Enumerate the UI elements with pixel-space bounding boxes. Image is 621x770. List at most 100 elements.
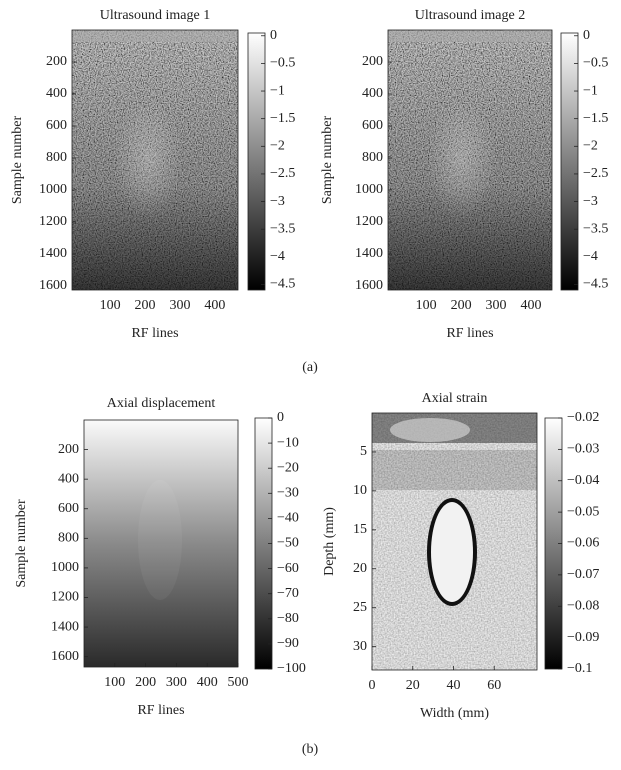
y-tick-label: 600 bbox=[46, 118, 67, 133]
y-tick-label: 400 bbox=[46, 86, 67, 101]
displacement-image bbox=[84, 420, 238, 667]
y-tick-label: 30 bbox=[353, 639, 367, 654]
colorbar-tick-label: 0 bbox=[277, 410, 284, 425]
y-tick-label: 10 bbox=[353, 483, 367, 498]
x-tick-label: 100 bbox=[104, 675, 125, 690]
x-tick-label: 300 bbox=[166, 675, 187, 690]
colorbar-tick-label: 0 bbox=[270, 28, 277, 43]
colorbar-tick-label: −100 bbox=[277, 661, 306, 676]
x-tick-label: 400 bbox=[204, 298, 225, 313]
colorbar-tick-label: −30 bbox=[277, 486, 299, 501]
axes-frame bbox=[71, 29, 239, 291]
axes-frame bbox=[83, 419, 239, 668]
y-tick-label: 400 bbox=[362, 86, 383, 101]
y-tick-label: 1200 bbox=[355, 214, 383, 229]
y-tick-label: 200 bbox=[46, 54, 67, 69]
colorbar-tick-label: −1 bbox=[270, 83, 285, 98]
y-axis-label: Sample number bbox=[320, 116, 335, 205]
x-tick-label: 100 bbox=[100, 298, 121, 313]
colorbar bbox=[560, 32, 579, 291]
colorbar-tick-label: −60 bbox=[277, 561, 299, 576]
y-tick-label: 15 bbox=[353, 522, 367, 537]
y-tick-label: 1000 bbox=[39, 182, 67, 197]
y-tick-label: 200 bbox=[362, 54, 383, 69]
colorbar-tick-label: −0.1 bbox=[567, 661, 592, 676]
colorbar-tick-label: −50 bbox=[277, 536, 299, 551]
panel-title: Axial displacement bbox=[107, 396, 216, 411]
colorbar-tick-label: −4.5 bbox=[583, 277, 608, 292]
y-tick-label: 600 bbox=[58, 501, 79, 516]
panel-title: Ultrasound image 2 bbox=[415, 8, 525, 23]
y-tick-label: 5 bbox=[360, 444, 367, 459]
y-tick-label: 1200 bbox=[39, 214, 67, 229]
x-tick-label: 400 bbox=[521, 298, 542, 313]
colorbar-tick-label: −0.07 bbox=[567, 567, 599, 582]
colorbar-tick-label: −2.5 bbox=[583, 166, 608, 181]
colorbar-tick-label: −4.5 bbox=[270, 277, 295, 292]
y-tick-label: 1600 bbox=[39, 278, 67, 293]
x-axis-label: RF lines bbox=[137, 703, 184, 718]
x-tick-label: 400 bbox=[197, 675, 218, 690]
colorbar-tick-label: −0.09 bbox=[567, 630, 599, 645]
colorbar-tick-label: −4 bbox=[270, 249, 285, 264]
colorbar-tick-label: −20 bbox=[277, 460, 299, 475]
x-tick-label: 20 bbox=[406, 678, 420, 693]
y-tick-label: 1600 bbox=[355, 278, 383, 293]
colorbar-tick-label: −0.08 bbox=[567, 598, 599, 613]
y-tick-label: 1000 bbox=[355, 182, 383, 197]
colorbar-tick-label: −0.06 bbox=[567, 536, 599, 551]
y-tick-label: 1400 bbox=[51, 619, 79, 634]
y-tick-label: 1400 bbox=[39, 246, 67, 261]
panel-label: (b) bbox=[302, 742, 319, 757]
colorbar-tick-label: −0.02 bbox=[567, 410, 599, 425]
colorbar-tick-label: −2.5 bbox=[270, 166, 295, 181]
panel-label: (a) bbox=[302, 360, 318, 375]
y-tick-label: 25 bbox=[353, 600, 367, 615]
panel-title: Axial strain bbox=[422, 391, 488, 406]
y-tick-label: 1200 bbox=[51, 590, 79, 605]
y-axis-label: Sample number bbox=[10, 116, 25, 205]
colorbar-tick-label: −0.5 bbox=[270, 56, 295, 71]
y-tick-label: 20 bbox=[353, 561, 367, 576]
y-axis-label: Sample number bbox=[14, 499, 29, 588]
x-tick-label: 500 bbox=[228, 675, 249, 690]
colorbar-tick-label: −70 bbox=[277, 586, 299, 601]
colorbar-tick-label: −90 bbox=[277, 636, 299, 651]
x-tick-label: 300 bbox=[169, 298, 190, 313]
y-tick-label: 800 bbox=[362, 150, 383, 165]
colorbar-tick-label: −0.04 bbox=[567, 473, 599, 488]
ultrasound-image bbox=[388, 30, 552, 290]
colorbar-tick-label: −3 bbox=[583, 194, 598, 209]
colorbar-tick-label: −3.5 bbox=[270, 221, 295, 236]
y-tick-label: 400 bbox=[58, 471, 79, 486]
x-tick-label: 300 bbox=[486, 298, 507, 313]
colorbar-tick-label: 0 bbox=[583, 28, 590, 43]
panel-title: Ultrasound image 1 bbox=[100, 8, 210, 23]
x-tick-label: 40 bbox=[446, 678, 460, 693]
y-tick-label: 1400 bbox=[355, 246, 383, 261]
x-axis-label: Width (mm) bbox=[420, 706, 489, 721]
colorbar-tick-label: −4 bbox=[583, 249, 598, 264]
y-axis-label: Depth (mm) bbox=[322, 507, 337, 576]
colorbar-tick-label: −10 bbox=[277, 435, 299, 450]
y-tick-label: 800 bbox=[58, 531, 79, 546]
colorbar-tick-label: −0.5 bbox=[583, 56, 608, 71]
colorbar-tick-label: −1.5 bbox=[270, 111, 295, 126]
y-tick-label: 1000 bbox=[51, 560, 79, 575]
ultrasound-image bbox=[72, 30, 238, 290]
strain-image bbox=[372, 413, 537, 670]
colorbar-tick-label: −40 bbox=[277, 511, 299, 526]
colorbar-tick-label: −1.5 bbox=[583, 111, 608, 126]
x-axis-label: RF lines bbox=[131, 326, 178, 341]
y-tick-label: 200 bbox=[58, 442, 79, 457]
y-tick-label: 1600 bbox=[51, 649, 79, 664]
colorbar-tick-label: −1 bbox=[583, 83, 598, 98]
x-tick-label: 200 bbox=[135, 298, 156, 313]
colorbar-tick-label: −2 bbox=[270, 139, 285, 154]
colorbar-tick-label: −0.05 bbox=[567, 504, 599, 519]
y-tick-label: 800 bbox=[46, 150, 67, 165]
colorbar-tick-label: −80 bbox=[277, 611, 299, 626]
axes-frame bbox=[371, 412, 538, 671]
x-axis-label: RF lines bbox=[446, 326, 493, 341]
